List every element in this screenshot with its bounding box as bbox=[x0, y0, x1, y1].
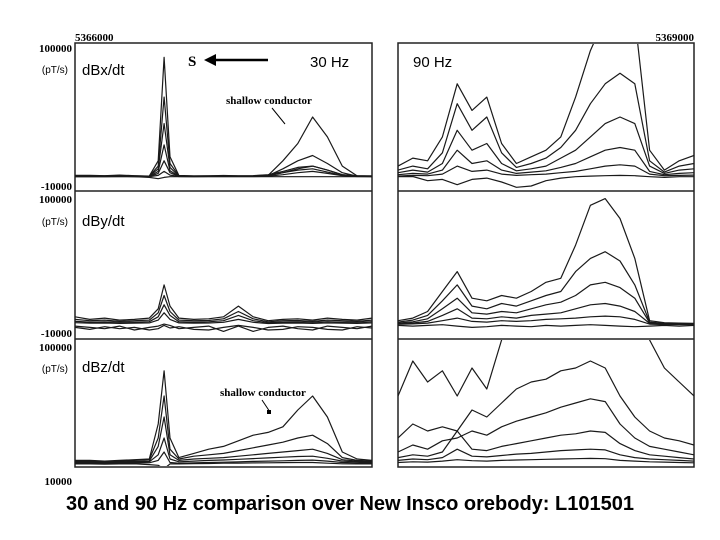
unit-label-2: (pT/s) bbox=[42, 217, 68, 228]
direction-arrow-icon bbox=[204, 54, 268, 66]
trace-3-0 bbox=[398, 198, 694, 324]
trace-1-3 bbox=[398, 146, 694, 176]
panel-1-traces bbox=[398, 44, 694, 188]
trace-2-2 bbox=[75, 304, 372, 324]
panel-5-traces bbox=[398, 340, 694, 464]
trace-1-4 bbox=[398, 164, 694, 177]
annotation-marker-2 bbox=[267, 410, 271, 414]
figure-caption: 30 and 90 Hz comparison over New Insco o… bbox=[66, 493, 634, 515]
panel-2-traces bbox=[75, 284, 372, 332]
annotation-pointer-1 bbox=[271, 107, 286, 125]
trace-5-2 bbox=[398, 398, 694, 456]
freq-label-30hz: 30 Hz bbox=[310, 54, 349, 71]
top-left-coord: 5366000 bbox=[75, 32, 114, 44]
trace-4-4 bbox=[75, 451, 372, 465]
unit-label-3: (pT/s) bbox=[42, 364, 68, 375]
trace-2-5 bbox=[75, 324, 372, 331]
trace-1-2 bbox=[398, 116, 694, 174]
trace-4-5 bbox=[75, 461, 372, 466]
trace-4-1 bbox=[75, 395, 372, 463]
trace-0-6 bbox=[75, 176, 372, 180]
trace-5-1 bbox=[398, 360, 694, 446]
left-plot-frame bbox=[74, 42, 373, 468]
trace-4-0 bbox=[75, 370, 372, 462]
annotation-shallow-conductor-2: shallow conductor bbox=[220, 387, 306, 399]
trace-4-3 bbox=[75, 437, 372, 464]
freq-label-90hz: 90 Hz bbox=[413, 54, 452, 71]
channel-label-dbz: dBz/dt bbox=[82, 359, 125, 376]
trace-5-0 bbox=[398, 340, 694, 397]
panel-4-traces bbox=[75, 370, 372, 466]
panel-3-traces bbox=[398, 198, 694, 328]
unit-label-1: (pT/s) bbox=[42, 65, 68, 76]
trace-1-1 bbox=[398, 72, 694, 173]
trace-2-4 bbox=[75, 323, 372, 332]
y-top-label-3: 100000 bbox=[39, 342, 73, 354]
right-plot-frame bbox=[397, 42, 695, 468]
direction-label: S bbox=[188, 54, 196, 70]
trace-5-5 bbox=[398, 457, 694, 464]
trace-3-3 bbox=[398, 302, 694, 325]
trace-0-2 bbox=[75, 116, 372, 177]
trace-4-2 bbox=[75, 416, 372, 463]
top-right-coord: 5369000 bbox=[656, 32, 695, 44]
trace-5-3 bbox=[398, 430, 694, 460]
channel-label-dbx: dBx/dt bbox=[82, 62, 125, 79]
trace-3-1 bbox=[398, 251, 694, 325]
y-top-label-2: 100000 bbox=[39, 194, 73, 206]
channel-label-dby: dBy/dt bbox=[82, 213, 125, 230]
trace-1-5 bbox=[398, 174, 694, 188]
trace-2-3 bbox=[75, 312, 372, 325]
y-bottom-label-2: -10000 bbox=[41, 328, 73, 340]
y-bottom-label-3: 10000 bbox=[45, 476, 73, 488]
trace-2-0 bbox=[75, 284, 372, 322]
trace-1-0 bbox=[398, 44, 694, 171]
trace-3-4 bbox=[398, 315, 694, 326]
y-top-label-1: 100000 bbox=[39, 43, 73, 55]
trace-5-4 bbox=[398, 448, 694, 462]
traces-layer bbox=[75, 44, 694, 466]
y-bottom-label-1: -10000 bbox=[41, 181, 73, 193]
trace-2-1 bbox=[75, 294, 372, 323]
trace-3-2 bbox=[398, 281, 694, 325]
panel-0-traces bbox=[75, 56, 372, 180]
trace-3-5 bbox=[398, 324, 694, 328]
annotation-shallow-conductor-1: shallow conductor bbox=[226, 95, 312, 107]
